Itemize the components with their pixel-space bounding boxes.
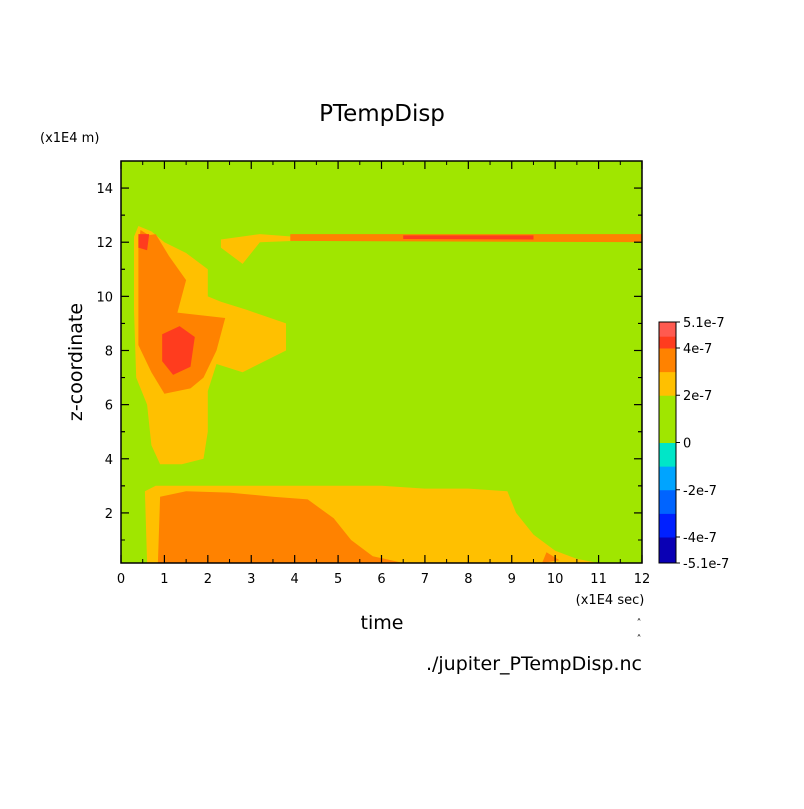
- contour-region: [138, 234, 226, 394]
- colorbar-tick-label: 2e-7: [683, 389, 712, 404]
- x-tick-label: 12: [634, 572, 651, 587]
- x-axis-label: time: [361, 612, 404, 634]
- y-unit-label: (x1E4 m): [40, 131, 99, 146]
- plot-area: [121, 161, 642, 563]
- y-tick-label: 4: [105, 453, 113, 468]
- marker-dot: ˄: [637, 633, 642, 645]
- colorbar-swatch: [659, 537, 676, 564]
- y-tick-label: 14: [96, 182, 113, 197]
- x-tick-label: 10: [547, 572, 564, 587]
- x-tick-label: 0: [117, 572, 125, 587]
- colorbar-swatch: [659, 466, 676, 491]
- colorbar-swatch: [659, 395, 676, 420]
- x-tick-label: 11: [590, 572, 607, 587]
- x-tick-label: 5: [334, 572, 342, 587]
- contour-region: [403, 235, 534, 240]
- chart-title: PTempDisp: [319, 101, 445, 127]
- x-tick-label: 1: [160, 572, 168, 587]
- contour-region: [138, 234, 150, 251]
- x-tick-label: 8: [464, 572, 472, 587]
- y-tick-label: 10: [96, 290, 113, 305]
- colorbar-tick-label: -5.1e-7: [683, 557, 729, 572]
- colorbar-swatch: [659, 418, 676, 443]
- x-tick-label: 2: [204, 572, 212, 587]
- colorbar-tick-label: 4e-7: [683, 342, 712, 357]
- y-tick-label: 12: [96, 236, 113, 251]
- x-tick-label: 4: [291, 572, 299, 587]
- contour-region: [162, 326, 195, 375]
- colorbar-swatch: [659, 442, 676, 467]
- colorbar-swatch: [659, 371, 676, 396]
- colorbar-tick-label: 0: [683, 437, 691, 452]
- colorbar-tick-label: 5.1e-7: [683, 316, 725, 331]
- colorbar-swatch: [659, 347, 676, 373]
- colorbar-tick-label: -2e-7: [683, 484, 717, 499]
- y-tick-label: 6: [105, 399, 113, 414]
- y-tick-label: 2: [105, 507, 113, 522]
- y-tick-label: 8: [105, 344, 113, 359]
- source-file-label: ./jupiter_PTempDisp.nc: [426, 653, 642, 675]
- colorbar-tick-label: -4e-7: [683, 531, 717, 546]
- x-unit-label: (x1E4 sec): [576, 593, 645, 608]
- colorbar-swatch: [659, 489, 676, 514]
- contour-region: [157, 491, 404, 563]
- x-tick-label: 6: [377, 572, 385, 587]
- marker-dot: ˄: [637, 617, 642, 629]
- colorbar-swatch: [659, 513, 676, 538]
- x-tick-label: 9: [508, 572, 516, 587]
- colorbar-swatch: [659, 336, 676, 349]
- y-axis-label: z-coordinate: [65, 303, 87, 421]
- x-tick-label: 3: [247, 572, 255, 587]
- colorbar-swatch: [659, 322, 676, 337]
- colorbar: 5.1e-7 4e-7 2e-7 0 -2e-7 -4e-7 -5.1e-7: [658, 316, 729, 572]
- x-tick-label: 7: [421, 572, 429, 587]
